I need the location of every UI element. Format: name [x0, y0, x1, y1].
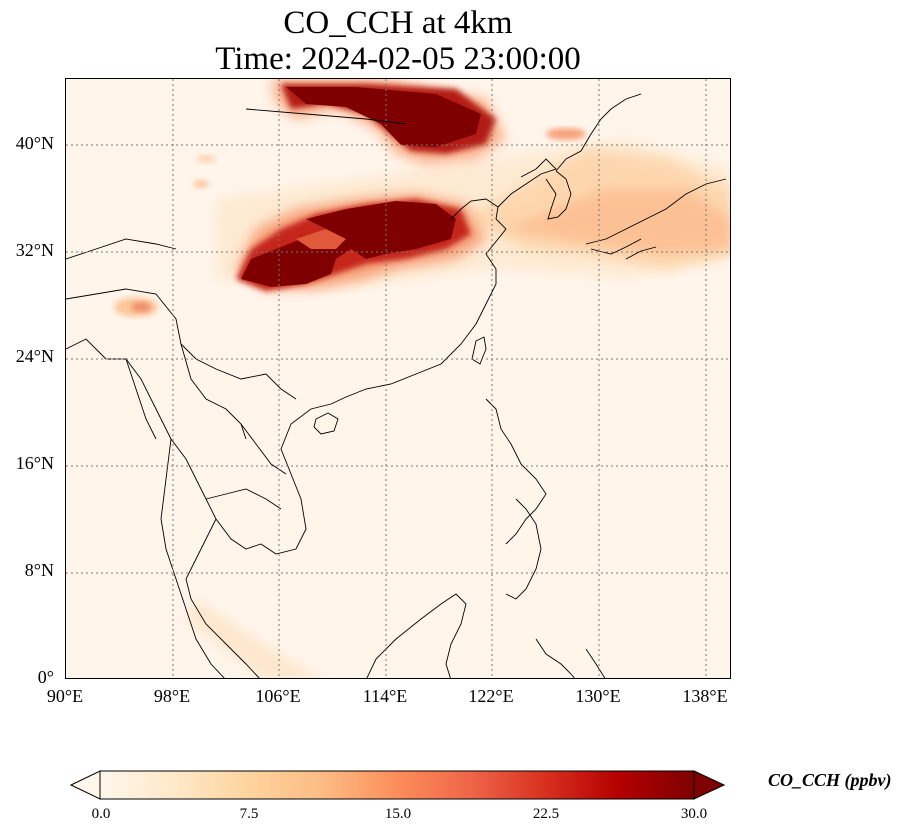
gridlines — [66, 79, 730, 678]
colorbar-max-extend — [693, 770, 726, 800]
co-concentration-field — [114, 79, 730, 678]
colorbar-tick-30: 30.0 — [680, 806, 708, 822]
lon-label-130e: 130°E — [575, 686, 621, 706]
colorbar-label: CO_CCH (ppbv) — [768, 770, 892, 790]
lon-label-114e: 114°E — [362, 686, 408, 706]
lon-label-90e: 90°E — [46, 686, 84, 706]
lat-label-40n: 40°N — [15, 133, 54, 153]
lat-label-16n: 16°N — [15, 453, 54, 473]
map-canvas — [66, 79, 730, 678]
lon-label-122e: 122°E — [468, 686, 514, 706]
lat-label-32n: 32°N — [15, 240, 54, 260]
map-title-line-1: CO_CCH at 4km — [283, 5, 513, 41]
colorbar-gradient — [99, 770, 695, 800]
map-title-line-2: Time: 2024-02-05 23:00:00 — [215, 41, 581, 77]
lat-label-24n: 24°N — [15, 346, 54, 366]
map-panel — [65, 78, 731, 679]
colorbar-tick-15: 15.0 — [384, 806, 412, 822]
lat-label-0: 0° — [37, 667, 54, 687]
lon-label-106e: 106°E — [255, 686, 301, 706]
colorbar-tick-0: 0.0 — [91, 806, 111, 822]
colorbar-tick-22-5: 22.5 — [532, 806, 560, 822]
colorbar-min-extend — [69, 770, 101, 800]
lat-label-8n: 8°N — [24, 560, 54, 580]
colorbar — [69, 770, 726, 800]
colorbar-tick-7-5: 7.5 — [239, 806, 259, 822]
lon-label-138e: 138°E — [682, 686, 728, 706]
colorbar-graphic — [69, 770, 726, 800]
lon-label-98e: 98°E — [153, 686, 191, 706]
